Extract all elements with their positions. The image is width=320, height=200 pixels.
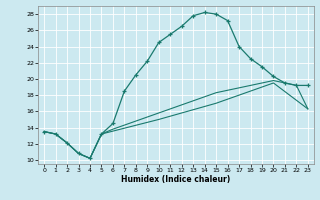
- X-axis label: Humidex (Indice chaleur): Humidex (Indice chaleur): [121, 175, 231, 184]
